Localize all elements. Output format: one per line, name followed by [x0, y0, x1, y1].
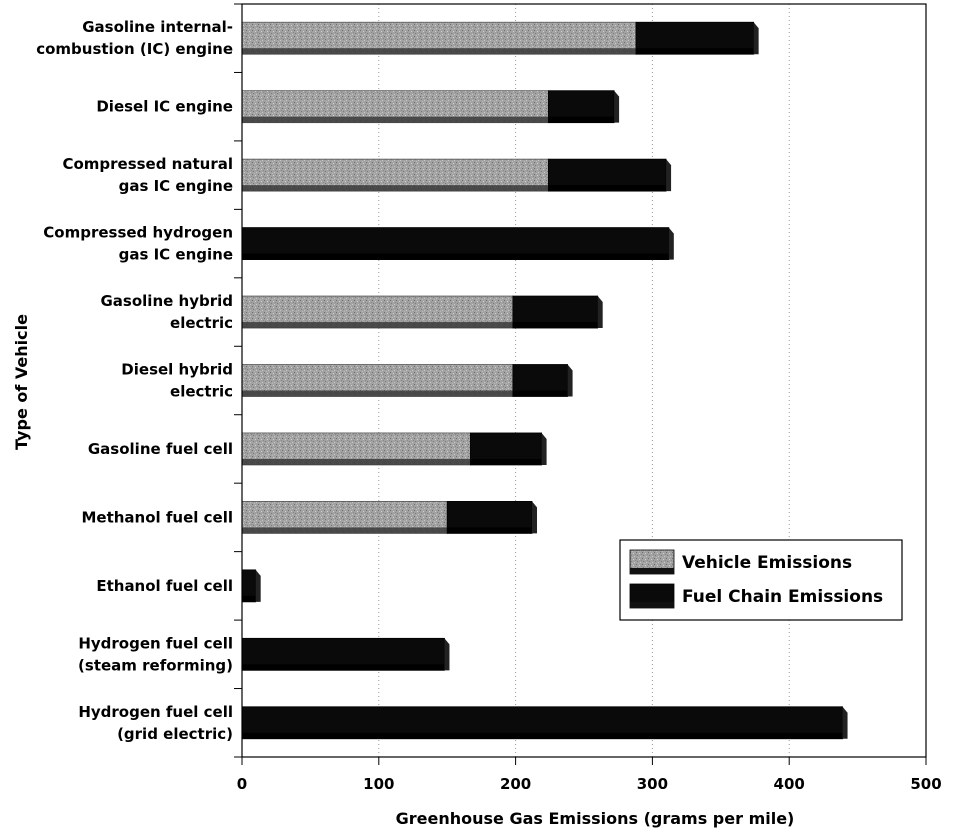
bar-end-cap	[567, 364, 573, 397]
category-label-line: Gasoline fuel cell	[88, 440, 233, 458]
y-axis-title: Type of Vehicle	[12, 314, 31, 450]
category-label-line: Hydrogen fuel cell	[78, 703, 233, 721]
category-label-line: Compressed natural	[62, 155, 233, 173]
category-label-4: Gasoline hybrid electric	[101, 292, 234, 332]
bar-end-cap	[532, 501, 538, 534]
bar-end-cap	[668, 227, 674, 260]
bar-shade	[242, 390, 513, 397]
category-label-line: Methanol fuel cell	[81, 508, 233, 526]
bar-shade	[548, 116, 615, 123]
bar-end-cap	[255, 569, 261, 602]
category-label-line: Gasoline internal-	[82, 18, 233, 36]
axes-group	[234, 3, 927, 765]
category-label-1: Diesel IC engine	[96, 98, 233, 116]
bar-end-cap	[444, 638, 450, 671]
bar-shade	[242, 185, 549, 192]
category-label-line: Gasoline hybrid	[101, 292, 234, 310]
category-label-line: electric	[170, 383, 233, 401]
category-label-7: Methanol fuel cell	[81, 508, 233, 526]
category-label-line: electric	[170, 314, 233, 332]
bar-shade	[548, 185, 667, 192]
bar-end-cap	[597, 296, 603, 329]
x-axis-title: Greenhouse Gas Emissions (grams per mile…	[396, 809, 795, 828]
bar-shade	[242, 253, 669, 260]
category-label-line: (steam reforming)	[78, 656, 233, 674]
bar-end-cap	[614, 90, 620, 123]
bar-shade	[447, 527, 533, 534]
category-label-5: Diesel hybrid electric	[121, 361, 233, 401]
bar-end-cap	[541, 432, 547, 465]
bar-shade	[512, 390, 568, 397]
bar-shade	[242, 458, 471, 465]
category-label-3: Compressed hydrogen gas IC engine	[43, 224, 233, 264]
category-label-0: Gasoline internal-combustion (IC) engine	[36, 18, 233, 58]
bar-end-cap	[753, 22, 759, 55]
legend-swatch-shade	[630, 568, 674, 574]
category-label-line: combustion (IC) engine	[36, 40, 233, 58]
legend-label-1: Fuel Chain Emissions	[682, 587, 883, 607]
bar-shade	[242, 664, 445, 671]
x-tick-labels: 0 100 200 300 400 500	[237, 775, 942, 793]
category-label-line: Diesel hybrid	[121, 361, 233, 379]
x-tick-label-200: 200	[500, 775, 531, 793]
x-tick-label-300: 300	[637, 775, 668, 793]
plot-frame	[241, 3, 927, 758]
category-label-line: gas IC engine	[119, 177, 233, 195]
category-label-line: gas IC engine	[119, 246, 233, 264]
legend-swatch-shade	[630, 602, 674, 608]
x-tick-label-0: 0	[237, 775, 247, 793]
bar-shade	[242, 527, 448, 534]
bar-shade	[242, 595, 256, 602]
category-label-line: (grid electric)	[117, 725, 233, 743]
x-tick-label-100: 100	[363, 775, 394, 793]
bar-shade	[635, 48, 754, 55]
bar-shade	[242, 732, 843, 739]
legend-label-0: Vehicle Emissions	[682, 553, 852, 573]
bar-shade	[242, 48, 636, 55]
category-label-line: Hydrogen fuel cell	[78, 634, 233, 652]
bar-end-cap	[842, 706, 848, 739]
category-label-8: Ethanol fuel cell	[96, 577, 233, 595]
legend: Vehicle Emissions Fuel Chain Emissions	[619, 539, 903, 621]
category-label-6: Gasoline fuel cell	[88, 440, 233, 458]
x-tick-label-500: 500	[910, 775, 941, 793]
bars-group	[241, 21, 848, 740]
category-label-line: Compressed hydrogen	[43, 224, 233, 242]
bar-shade	[242, 322, 513, 329]
bar-shade	[242, 116, 549, 123]
category-labels: Gasoline internal-combustion (IC) engine…	[36, 18, 233, 743]
category-label-line: Diesel IC engine	[96, 98, 233, 116]
x-tick-label-400: 400	[774, 775, 805, 793]
category-label-2: Compressed natural gas IC engine	[62, 155, 233, 195]
category-label-10: Hydrogen fuel cell (grid electric)	[78, 703, 233, 743]
bar-end-cap	[666, 159, 672, 192]
bar-shade	[470, 458, 542, 465]
category-label-line: Ethanol fuel cell	[96, 577, 233, 595]
bar-shade	[512, 322, 598, 329]
category-label-9: Hydrogen fuel cell (steam reforming)	[78, 634, 233, 674]
